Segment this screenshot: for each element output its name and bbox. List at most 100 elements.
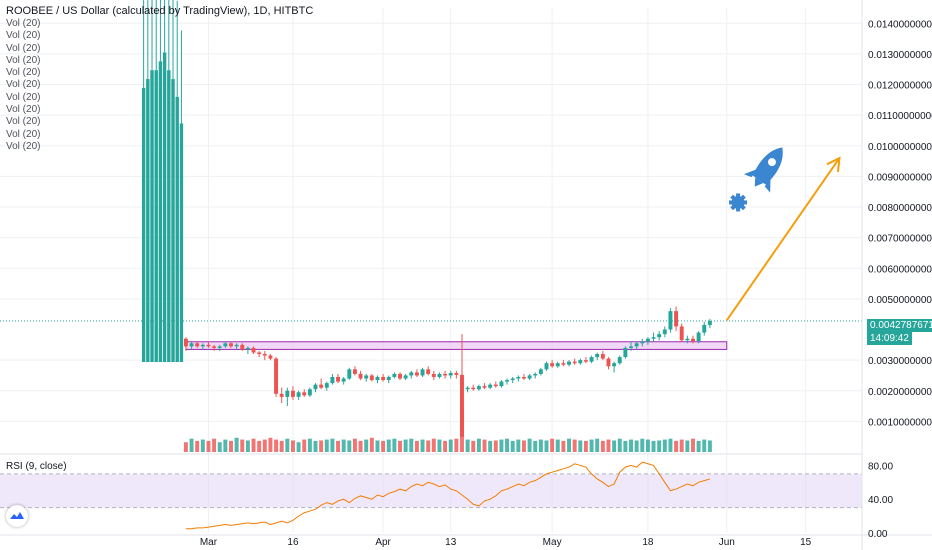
volume-bar [629,439,633,452]
candle-body [183,338,188,347]
volume-legend-item: Vol (20) [6,54,41,66]
tradingview-logo-icon[interactable] [6,505,28,527]
candle-body [550,363,555,367]
volume-bar [600,440,605,452]
candle-body [302,392,307,396]
candle-body [696,332,701,342]
candle-body [623,347,628,358]
volume-bar [617,438,622,452]
candle-body [600,354,605,359]
rocket-fin-left [743,168,758,178]
candle-body [476,386,481,390]
candle-body [679,326,684,341]
volume-bar [567,438,572,452]
x-tick-label: 15 [800,537,812,548]
volume-bar [257,440,262,452]
volume-bar [189,438,194,452]
candle-body [392,373,397,377]
support-zone-rect [185,341,728,350]
candle-body [245,347,250,350]
forecast-arrow [725,157,841,321]
candle-body [657,334,662,338]
y-tick-label: 0.01000000000 [868,142,932,153]
candle-body [279,393,284,397]
candle-body [471,387,476,390]
candle-body [285,390,290,397]
support-zone[interactable] [185,341,728,350]
volume-legend-item: Vol (20) [6,140,41,152]
volume-bar [290,440,295,452]
volume-bar [330,438,335,452]
volume-bar [634,440,639,452]
x-tick-label: 13 [445,537,457,548]
candle-body [375,376,380,381]
candle-body [702,324,707,333]
volume-bar [471,440,476,452]
volume-bar [251,438,256,452]
volume-bar [499,439,504,452]
candle-body [336,376,341,382]
candles [183,306,712,437]
candle-body [443,373,448,376]
annotations[interactable] [725,138,841,321]
candle-body [589,357,594,362]
candle-body [606,358,611,367]
candle-body [561,363,566,365]
rsi-line [185,461,711,530]
volume-ghost-bar [141,87,146,363]
volume-bar [482,439,487,452]
candle-body [640,341,645,344]
volume-bar [544,440,549,452]
rocket-icon [743,147,783,193]
volume-bar [465,439,470,452]
volume-bar [364,439,369,452]
volume-bar [521,440,526,452]
x-tick-label: 16 [287,537,299,548]
volume-bar [572,439,577,452]
volume-bar [352,438,357,452]
volume-bar [212,438,217,452]
volume-bar [426,440,431,452]
x-tick-label: Jun [719,537,735,548]
volume-bar [443,440,448,452]
y-tick-label: 0.01400000000 [868,19,932,30]
candle-body [578,360,583,364]
rocket-window [767,158,776,167]
y-tick-label: 0.01200000000 [868,81,932,92]
candle-body [358,373,363,379]
candle-body [572,361,577,364]
candle-body [352,369,357,374]
volume-bar [488,440,493,452]
rsi-tick-label: 80.00 [868,461,893,472]
volume-legend-item: Vol (20) [6,79,41,91]
volume-bar [262,439,267,452]
x-tick-label: Apr [375,537,391,548]
candle-body [448,372,453,376]
volume-bar [685,440,690,452]
x-tick-label: Mar [200,537,218,548]
volume-bar [245,440,250,452]
candle-body [341,378,346,382]
candle-body [482,386,487,388]
volume-bar [223,439,228,452]
y-tick-label: 0.00800000000 [868,203,932,214]
candle-body [431,373,436,377]
volume-bar [336,440,341,452]
candle-body [257,352,262,355]
candle-body [533,373,538,376]
volume-legend-item: Vol (20) [6,128,41,140]
volume-bar [578,440,583,452]
candle-body [437,373,442,377]
rsi-tick-label: 40.00 [868,495,893,506]
volume-bar [409,438,414,452]
volume-bar [657,440,662,452]
candle-body [229,343,233,347]
volume-bar [505,438,510,452]
y-tick-label: 0.00700000000 [868,234,932,245]
volume-ghost-bar [154,70,158,362]
volume-legend-item: Vol (20) [6,30,41,42]
candle-body [381,376,386,381]
candle-body [240,344,245,350]
